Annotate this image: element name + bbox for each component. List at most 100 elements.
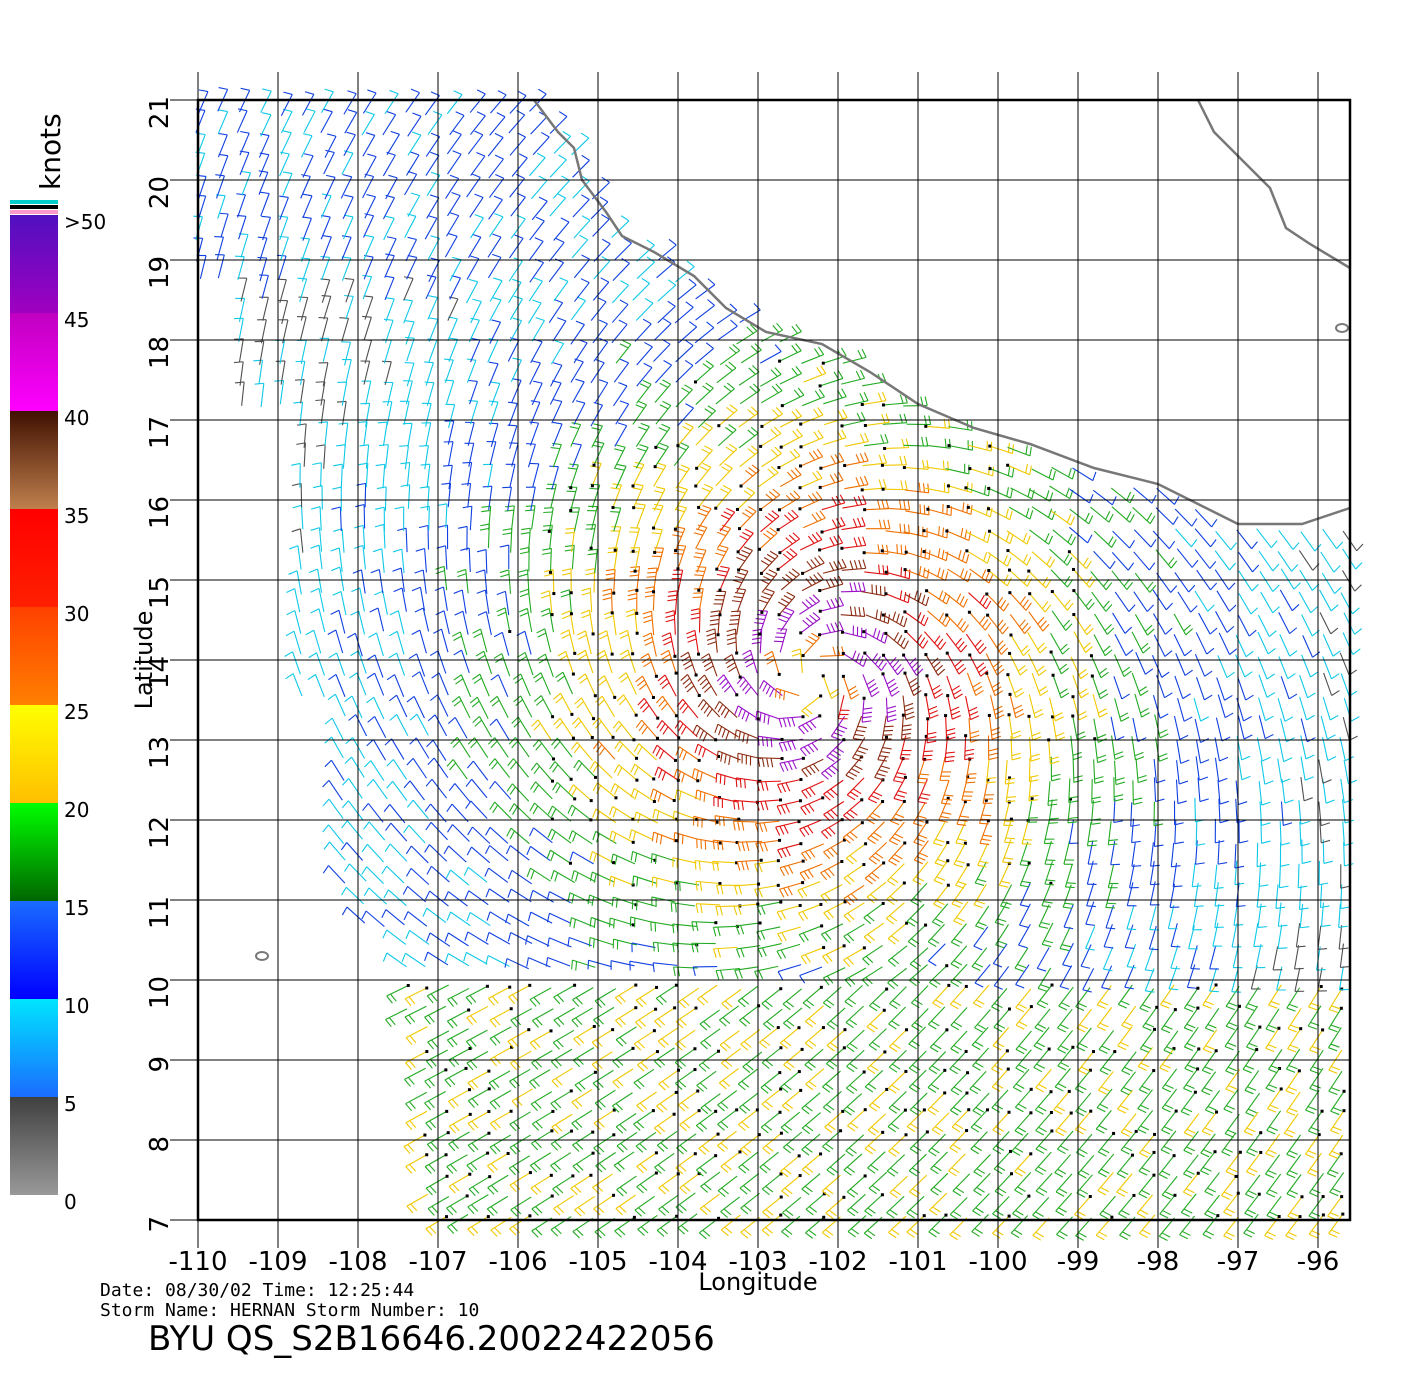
wind-barb [738,1108,759,1131]
colorbar-band [10,509,58,607]
wind-barb [1033,1047,1051,1073]
wind-barb [364,153,377,178]
wind-barb [385,297,395,322]
wind-barb [692,587,704,613]
wind-barb [509,1171,532,1193]
wind-barb [504,505,515,530]
wind-barb [953,841,967,868]
wind-barb [1057,1008,1073,1033]
wind-barb [1183,1006,1200,1032]
wind-barb [712,860,739,871]
wind-barb [1133,487,1157,504]
wind-barb [759,1026,780,1049]
wind-barb [672,857,697,868]
wind-barb [992,1214,1011,1239]
wind-barb [904,482,930,494]
wind-barb [1156,674,1173,699]
wind-barb [964,734,975,761]
wind-barb [1278,529,1300,550]
wind-barb [341,886,364,905]
wind-barb [389,714,409,737]
wind-barb [907,923,928,948]
wind-barb [1156,487,1180,505]
wind-barb [508,983,532,1005]
wind-barb [463,866,488,883]
wind-barb [729,610,741,635]
wind-barb [927,1068,947,1093]
wind-barb [972,1193,990,1217]
wind-barb [1301,839,1312,864]
wind-barb [490,1045,513,1067]
wind-barb [545,956,571,967]
wind-barb [526,845,551,861]
wind-barb [1055,1192,1073,1216]
wind-barb [777,591,796,617]
wind-barb [333,463,343,489]
wind-barb [705,628,718,653]
wind-barb [383,215,395,241]
wind-barb [803,365,827,383]
wind-barb [634,318,652,342]
wind-barb [1195,677,1213,701]
wind-barb [781,1088,803,1112]
wind-barb [797,881,821,899]
wind-barb [888,1006,906,1030]
wind-barb [1256,528,1278,549]
wind-barb [354,524,366,550]
wind-barb [529,1029,553,1050]
wind-barb [1120,1129,1138,1155]
wind-barb [739,1172,760,1195]
wind-barb [841,559,867,571]
wind-barb [1069,526,1093,544]
wind-barb [1159,1047,1176,1073]
wind-barb [1170,945,1181,970]
wind-barb [362,339,373,364]
wind-barb [274,379,285,405]
wind-barb [843,452,869,468]
wind-barb [573,759,598,779]
wind-barb [697,483,714,509]
wind-barb [1318,759,1332,784]
wind-barb [610,483,622,510]
wind-barb [1170,842,1181,868]
wind-barb [553,217,570,241]
wind-barb [553,175,570,199]
wind-barb [573,215,591,239]
wind-barb [507,1028,531,1049]
wind-barb [949,984,968,1010]
wind-barb [974,964,991,988]
wind-barb [885,902,905,925]
wind-barb [739,464,760,488]
wind-barb [593,1133,616,1155]
wind-barb [632,400,648,425]
wind-barb [612,1068,634,1089]
wind-barb [489,780,512,800]
wind-barb [280,91,293,117]
wind-barb [714,815,741,827]
wind-barb [1035,1110,1053,1136]
wind-barb [1008,692,1025,719]
wind-barb [1302,635,1321,658]
wind-barb [529,216,545,241]
wind-barb [693,524,708,550]
wind-barb [530,400,541,425]
wind-barb [1214,903,1225,929]
wind-barb [451,631,468,656]
wind-barb [1097,1071,1114,1095]
wind-barb [357,421,368,446]
wind-barb [1007,713,1022,740]
wind-barb [1072,589,1095,610]
wind-barb [777,842,803,859]
wind-barb [540,607,554,633]
wind-barb [572,194,590,218]
wind-barb [1322,634,1341,657]
wind-barb [956,800,970,826]
wind-barb [354,544,366,570]
wind-barb [332,486,342,512]
wind-barb [321,295,332,320]
wind-barb [278,319,289,344]
wind-barb [636,379,652,404]
wind-barb [650,921,675,932]
wind-barb [1342,530,1364,552]
wind-barb [1342,821,1354,847]
